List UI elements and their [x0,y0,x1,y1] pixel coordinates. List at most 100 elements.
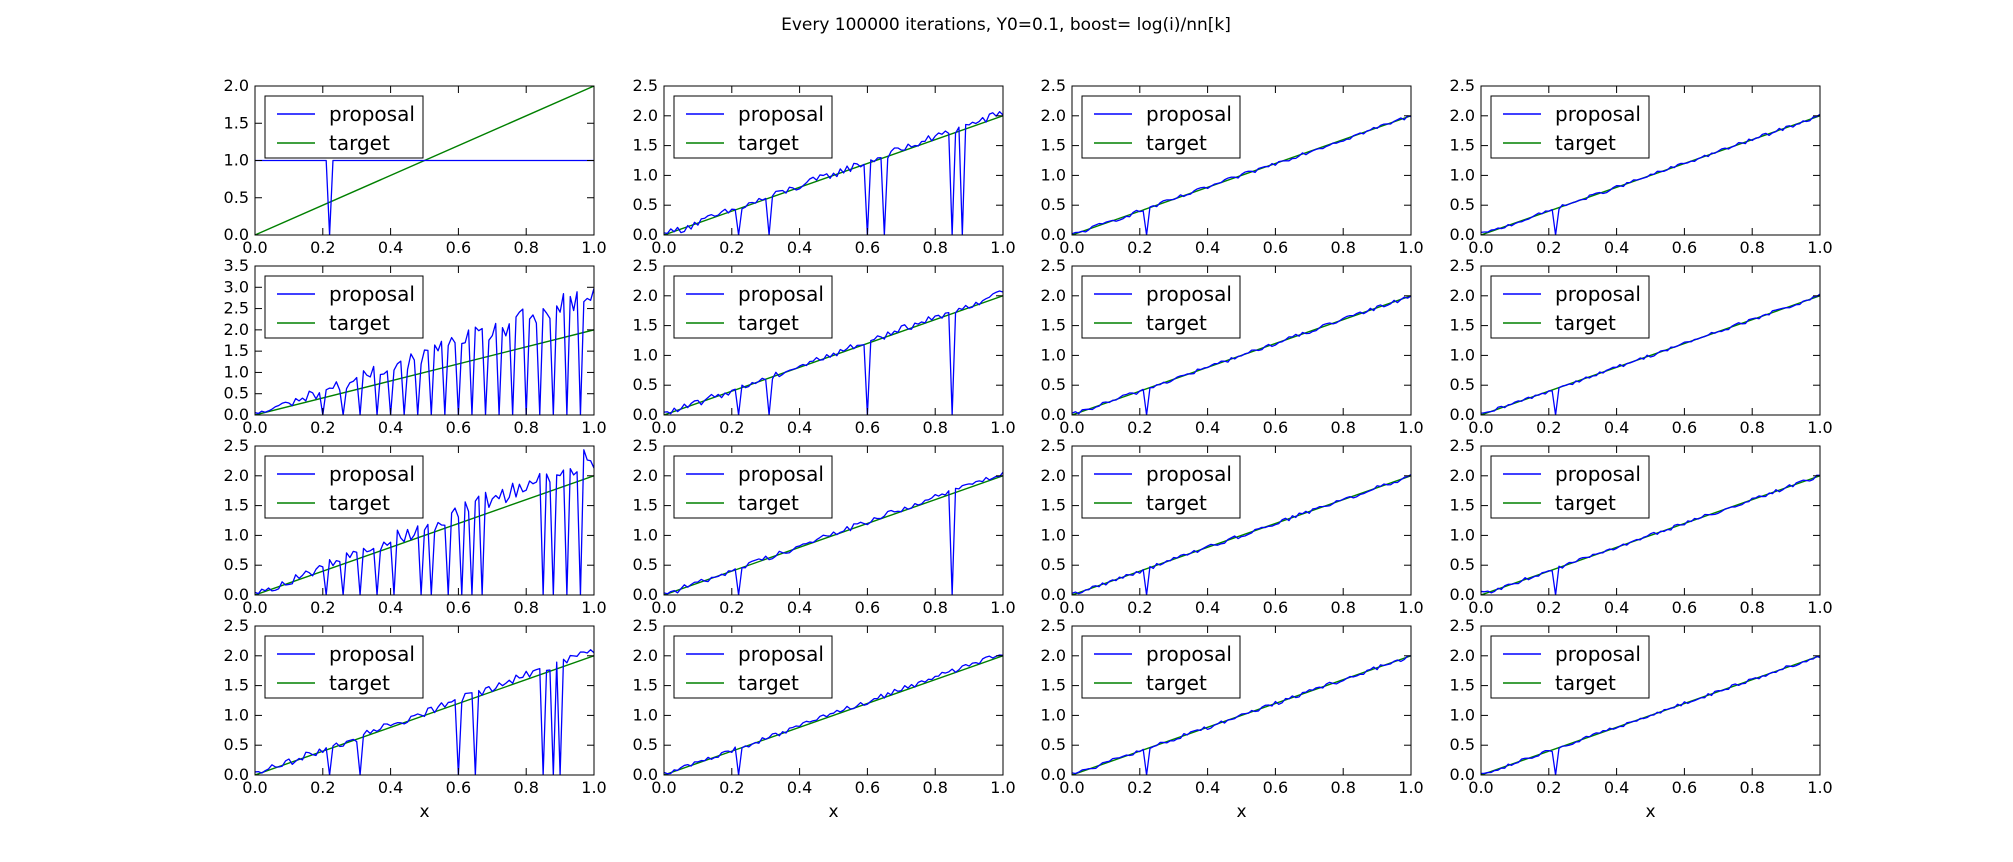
proposal-series-line [255,649,594,775]
x-tick-label: 0.4 [1195,418,1220,437]
x-tick-label: 0.0 [242,418,267,437]
axes-frame [1071,445,1412,596]
y-tick-label: 2.5 [1041,436,1066,455]
y-tick-label: 1.0 [224,362,249,381]
legend-label-target: target [329,491,390,515]
legend-label-target: target [329,311,390,335]
x-tick-label: 0.6 [855,598,880,617]
proposal-series-line [1481,113,1820,235]
legend: proposal target [1081,635,1241,699]
x-tick-label: 0.2 [1127,238,1152,257]
y-tick-label: 0.5 [224,735,249,754]
subplot-r0-c3: 0.0 0.2 0.4 0.6 0.8 1.0 0.0 0.5 1.0 1.5 2.0 2.5 prop… [1450,76,1833,257]
y-tick-label: 1.5 [1450,316,1475,335]
legend-label-proposal: proposal [1146,642,1232,666]
legend-box [1081,275,1241,339]
proposal-series-line [664,290,1003,415]
x-tick-label: 0.8 [1330,238,1355,257]
x-tick-label: 0.4 [787,778,812,797]
x-tick-label: 1.0 [990,598,1015,617]
legend-label-proposal: proposal [738,102,824,126]
x-tick-label: 0.6 [1672,238,1697,257]
legend-box [1490,635,1650,699]
x-tick-label: 0.8 [1330,418,1355,437]
y-tick-label: 0.0 [633,405,658,424]
legend-label-target: target [738,671,799,695]
y-tick-label: 1.0 [633,345,658,364]
axes-frame [663,265,1004,416]
legend-label-proposal: proposal [1555,462,1641,486]
y-tick-label: 2.0 [1450,286,1475,305]
axes-frame [1480,265,1821,416]
axes-frame [1071,85,1412,236]
x-tick-label: 0.0 [1468,598,1493,617]
y-tick-label: 0.5 [633,555,658,574]
legend: proposal target [264,95,424,159]
x-tick-label: 0.6 [1263,238,1288,257]
x-tick-label: 0.0 [242,778,267,797]
x-tick-label: 0.8 [1739,238,1764,257]
x-tick-label: 0.6 [1672,778,1697,797]
x-tick-label: 0.2 [719,598,744,617]
legend-box [1490,455,1650,519]
legend-label-target: target [738,311,799,335]
legend: proposal target [1081,275,1241,339]
legend: proposal target [673,635,833,699]
x-tick-label: 0.4 [378,778,403,797]
x-tick-label: 0.8 [922,598,947,617]
y-tick-label: 1.0 [1041,345,1066,364]
y-tick-label: 2.0 [224,646,249,665]
y-tick-label: 2.0 [1041,466,1066,485]
y-tick-label: 2.0 [633,466,658,485]
y-tick-label: 0.5 [633,375,658,394]
subplot-r1-c0: 0.0 0.2 0.4 0.6 0.8 1.0 0.0 0.5 1.0 1.5 2.0 2.5 3.0 3… [224,256,607,437]
y-tick-label: 2.0 [224,76,249,95]
legend: proposal target [1490,95,1650,159]
y-tick-label: 2.5 [224,436,249,455]
legend-box [264,95,424,159]
x-tick-label: 0.2 [1536,598,1561,617]
y-tick-label: 1.0 [224,151,249,170]
x-tick-label: 1.0 [1398,418,1423,437]
y-tick-label: 0.0 [224,765,249,784]
x-tick-label: 1.0 [990,778,1015,797]
x-tick-label: 0.0 [1059,598,1084,617]
legend-label-target: target [1146,671,1207,695]
legend-label-target: target [1555,491,1616,515]
x-tick-label: 0.4 [787,598,812,617]
x-tick-label: 0.6 [1672,598,1697,617]
legend-label-target: target [1555,671,1616,695]
x-tick-label: 0.2 [1127,778,1152,797]
x-tick-label: 1.0 [1398,778,1423,797]
y-tick-label: 2.0 [633,646,658,665]
legend-label-target: target [1146,311,1207,335]
proposal-series-line [664,654,1003,775]
y-tick-label: 2.0 [1450,106,1475,125]
legend-label-target: target [738,491,799,515]
axes-frame [1480,85,1821,236]
y-tick-label: 0.5 [1450,735,1475,754]
x-axis-label: x [828,802,838,822]
x-axis-label: x [419,802,429,822]
y-tick-label: 0.5 [1041,375,1066,394]
x-tick-label: 0.2 [310,238,335,257]
x-tick-label: 0.6 [855,238,880,257]
x-tick-label: 0.4 [1604,238,1629,257]
legend-box [1081,635,1241,699]
legend-label-proposal: proposal [738,642,824,666]
y-tick-label: 2.0 [1450,646,1475,665]
y-tick-label: 0.0 [224,225,249,244]
x-tick-label: 1.0 [1807,598,1832,617]
y-tick-label: 2.5 [224,299,249,318]
subplot-r2-c1: 0.0 0.2 0.4 0.6 0.8 1.0 0.0 0.5 1.0 1.5 2.0 2.5 prop… [633,436,1016,617]
x-tick-label: 1.0 [1807,778,1832,797]
y-tick-label: 0.0 [224,585,249,604]
y-tick-label: 2.5 [1041,76,1066,95]
x-tick-label: 0.8 [1739,418,1764,437]
y-tick-label: 2.5 [1450,436,1475,455]
proposal-series-line [1481,474,1820,595]
legend-box [264,455,424,519]
x-tick-label: 1.0 [990,238,1015,257]
axes-frame [254,445,595,596]
y-tick-label: 3.0 [224,277,249,296]
